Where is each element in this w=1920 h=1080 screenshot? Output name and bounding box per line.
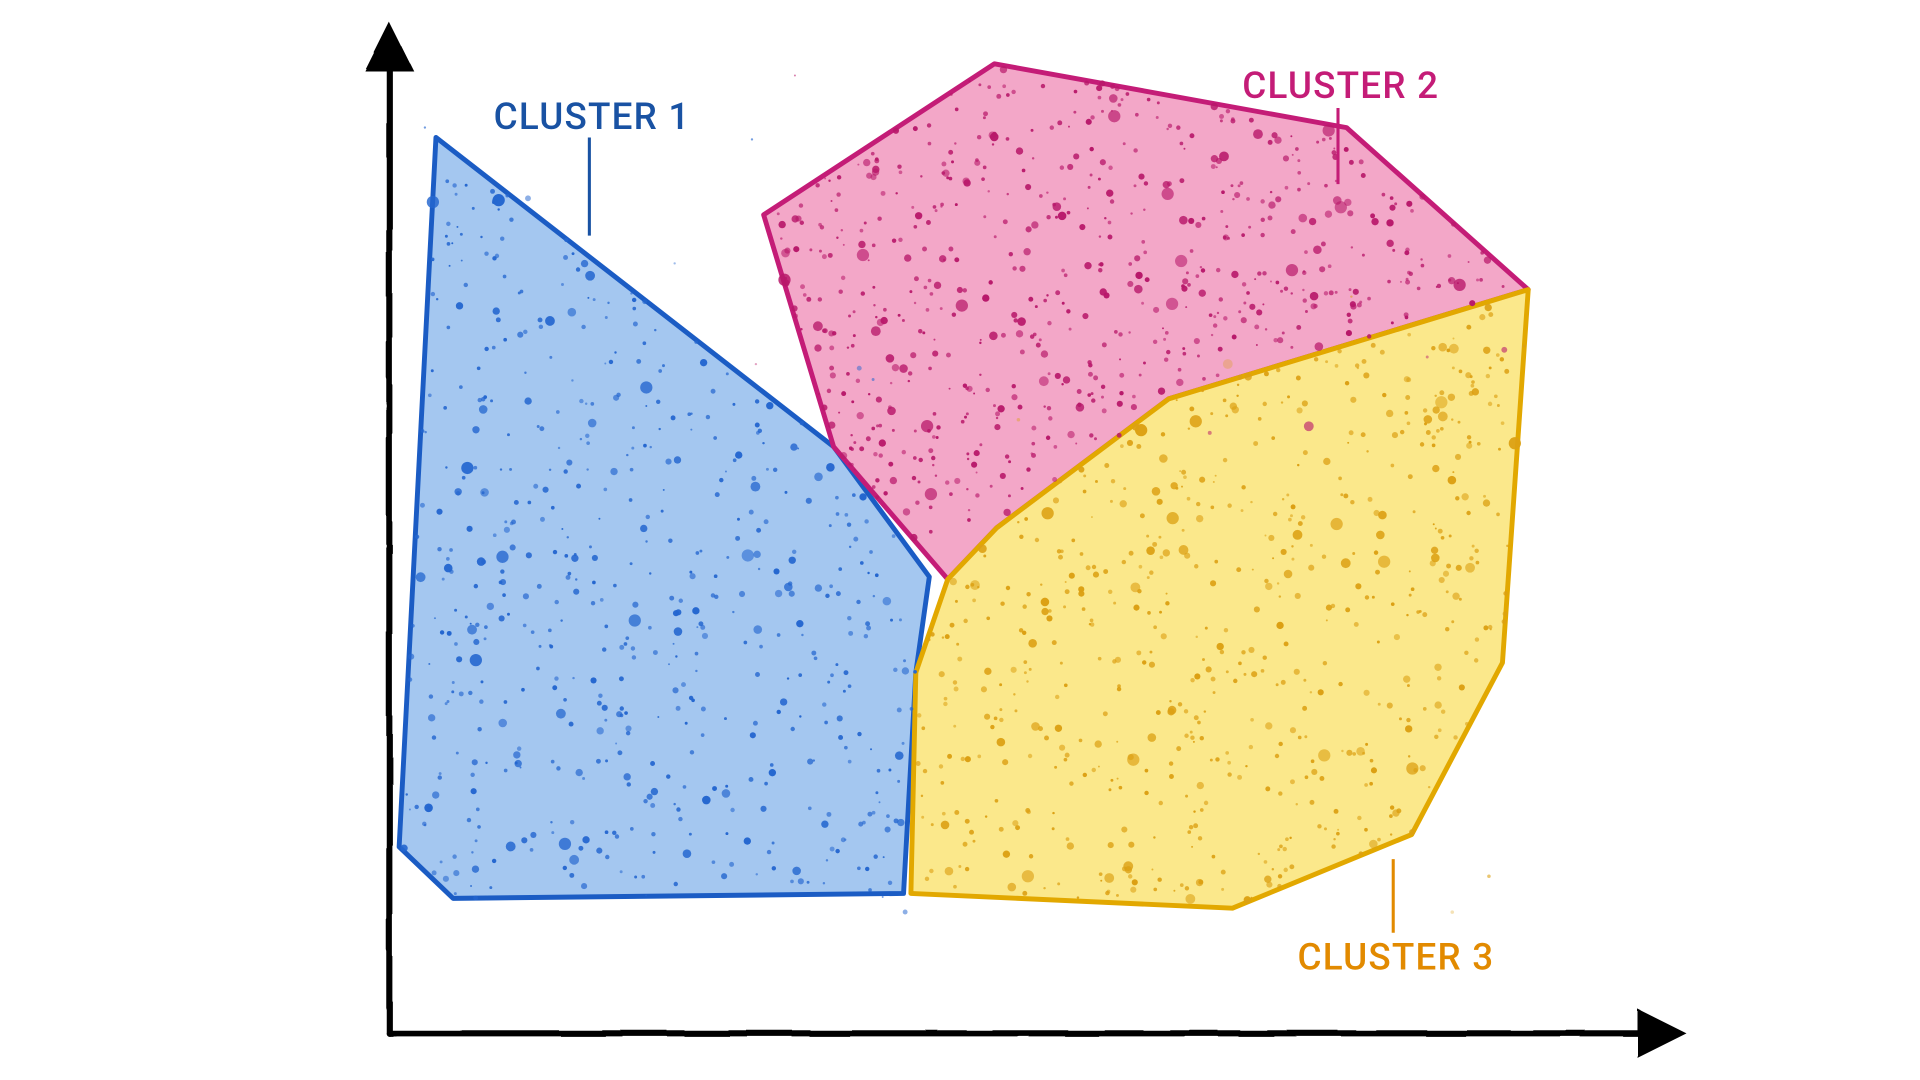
cluster-1-label: CLUSTER 1 — [494, 95, 691, 138]
cluster-polygons — [399, 64, 1528, 908]
cluster-diagram: CLUSTER 1 CLUSTER 2 CLUSTER 3 — [0, 0, 1920, 1080]
cluster-2-label: CLUSTER 2 — [1242, 64, 1439, 107]
cluster-3-label: CLUSTER 3 — [1297, 936, 1494, 979]
